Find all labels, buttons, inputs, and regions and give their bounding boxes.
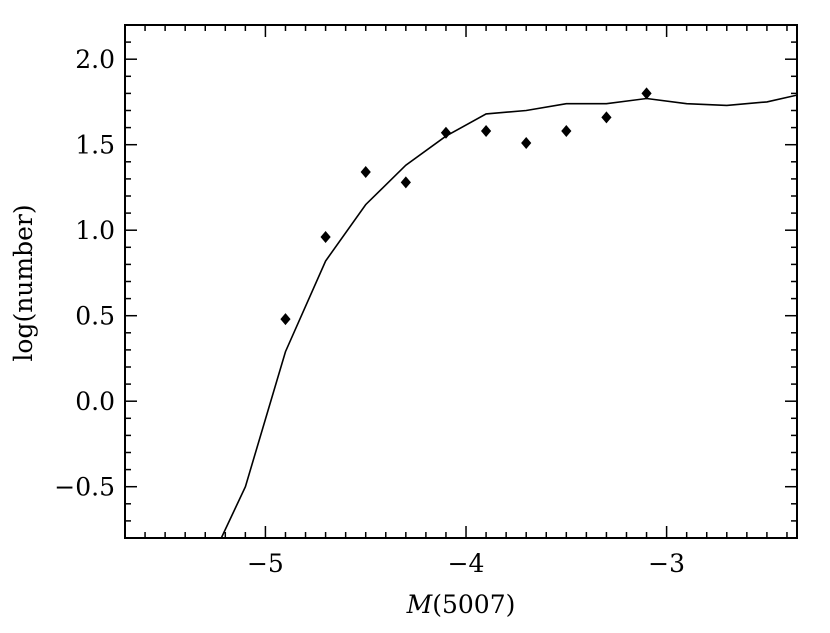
x-axis-label-rest: (5007) (432, 590, 515, 619)
y-tick-label: 1.5 (75, 131, 115, 160)
y-tick-label: 0.5 (75, 302, 115, 331)
x-tick-label: −3 (648, 549, 685, 578)
data-point-diamond (440, 126, 452, 139)
ticks (124, 24, 797, 539)
data-point-diamond (521, 136, 532, 149)
x-axis-label-italic: M (406, 590, 434, 619)
x-tick-label: −5 (247, 549, 284, 578)
y-axis-label: log(number) (9, 204, 38, 361)
data-point-diamond (320, 231, 331, 244)
data-point-diamond (641, 87, 652, 100)
data-point-diamond (360, 166, 371, 179)
x-tick-label: −4 (448, 549, 485, 578)
model-line (220, 94, 797, 538)
data-point-diamond (601, 111, 612, 124)
y-tick-label: 0.0 (75, 387, 115, 416)
y-tick-label: −0.5 (54, 473, 115, 502)
tick-labels: −5 −4 −3 −0.5 0.0 0.5 1.0 1.5 2.0 (54, 45, 685, 578)
data-point-diamond (480, 125, 492, 138)
x-axis-label: M(5007) (406, 590, 516, 619)
data-point-diamond (561, 125, 572, 138)
plot-area (220, 87, 797, 538)
y-tick-label: 1.0 (75, 216, 115, 245)
data-point-diamond (400, 176, 411, 189)
y-tick-label: 2.0 (75, 45, 115, 74)
data-point-diamond (280, 313, 291, 326)
plot-frame (124, 24, 798, 539)
